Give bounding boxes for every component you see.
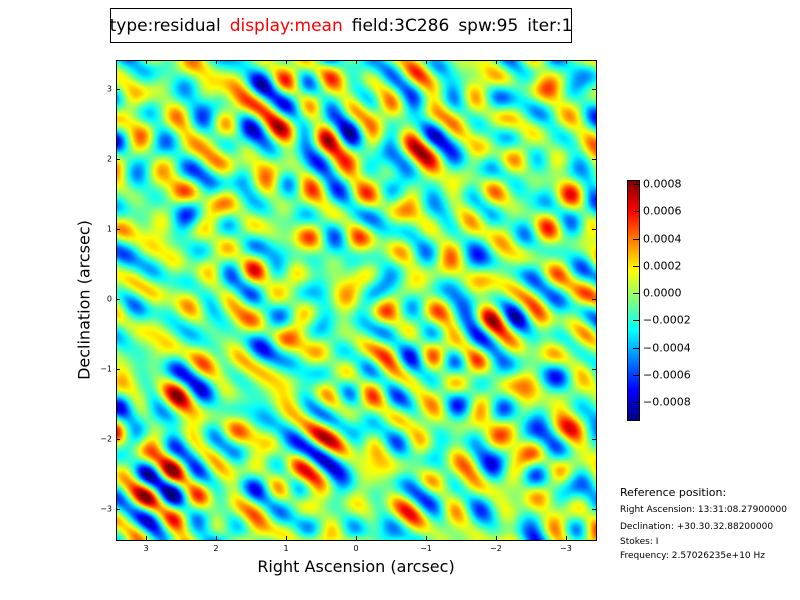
x-tick-mark [286,60,288,64]
colorbar-tick-mark [633,265,639,267]
x-tick-label: 3 [143,544,149,553]
colorbar-tick-mark [633,293,639,295]
colorbar-tick-mark [633,320,639,322]
colorbar-tick-mark [633,238,639,240]
x-tick-label: 0 [353,544,359,553]
y-tick-mark [116,89,120,91]
x-tick-mark [495,60,497,64]
y-tick-mark [592,89,596,91]
colorbar-tick-mark [633,184,639,186]
y-tick-mark [116,508,120,510]
y-tick-mark [592,508,596,510]
heatmap-canvas [117,61,596,540]
x-tick-mark [356,536,357,540]
y-tick-label: 2 [106,154,112,164]
plot-title: type:residual display:mean field:3C286 s… [110,8,572,43]
colorbar-tick-label: 0.0000 [643,286,682,300]
y-tick-label: −2 [100,434,112,444]
x-axis-label: Right Ascension (arcsec) [257,557,455,576]
title-field: field:3C286 [351,15,450,36]
colorbar-tick-mark [633,211,639,213]
colorbar-tick-label: −0.0002 [643,313,691,327]
x-tick-mark [216,60,218,64]
x-tick-mark [216,536,218,540]
title-spw: spw:95 [458,15,519,36]
residual-image-heatmap [116,60,597,541]
reference-ra: Right Ascension: 13:31:08.27900000 [620,505,787,515]
x-tick-mark [146,536,148,540]
colorbar-tick-label: 0.0004 [643,232,682,246]
colorbar-tick-mark [633,402,639,404]
colorbar-tick-label: −0.0008 [643,395,691,409]
y-tick-mark [116,159,120,161]
colorbar-tick-label: −0.0006 [643,368,691,382]
y-tick-mark [592,229,596,231]
colorbar-tick-mark [633,347,639,349]
y-tick-label: −1 [100,364,112,374]
y-tick-mark [592,159,596,161]
y-tick-label: 1 [106,224,112,234]
colorbar-tick-label: 0.0006 [643,204,682,218]
y-tick-mark [116,368,120,370]
y-tick-mark [116,229,120,231]
colorbar-tick-mark [633,375,639,376]
title-iter: iter:1 [527,15,573,36]
y-tick-mark [116,438,120,440]
reference-heading: Reference position: [620,486,727,499]
colorbar-tick-label: 0.0002 [643,259,682,273]
y-tick-mark [592,438,596,440]
y-tick-label: 0 [106,294,112,304]
reference-frequency: Frequency: 2.57026235e+10 Hz [620,551,766,561]
x-tick-mark [286,536,288,540]
y-tick-mark [116,298,120,300]
x-tick-label: −2 [490,544,502,553]
title-display: display:mean [229,15,343,36]
colorbar-tick-label: −0.0004 [643,341,691,355]
x-tick-mark [565,60,567,64]
colorbar [627,180,640,421]
x-tick-mark [495,536,497,540]
reference-stokes: Stokes: I [620,537,659,547]
x-tick-mark [146,60,148,64]
x-tick-label: −1 [420,544,432,553]
x-tick-mark [425,60,427,64]
x-tick-label: 2 [213,544,219,553]
x-tick-label: −3 [560,544,572,553]
y-tick-label: −3 [100,504,112,514]
x-tick-label: 1 [283,544,289,553]
colorbar-tick-label: 0.0008 [643,177,682,191]
x-tick-mark [565,536,567,540]
y-tick-mark [592,368,596,370]
x-tick-mark [356,60,357,64]
y-axis-label: Declination (arcsec) [74,220,94,380]
y-tick-mark [592,298,596,300]
y-tick-label: 3 [106,84,112,94]
x-tick-mark [425,536,427,540]
title-type: type:residual [109,15,221,36]
reference-dec: Declination: +30.30.32.88200000 [620,522,774,532]
